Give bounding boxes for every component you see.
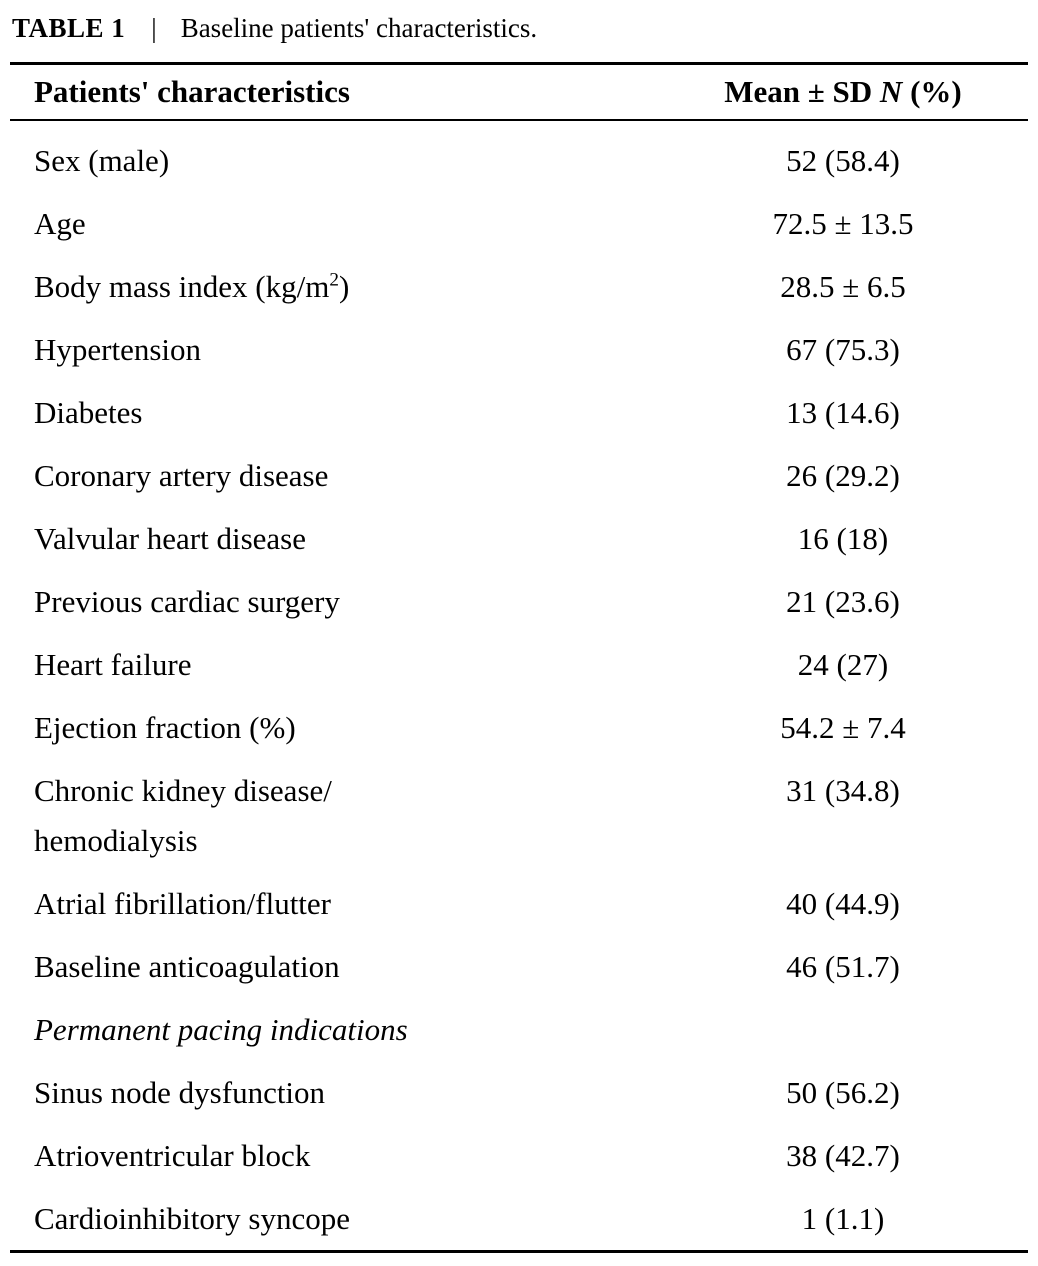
row-value: 40 (44.9) [786, 885, 900, 921]
row-value: 50 (56.2) [786, 1074, 900, 1110]
row-value: 26 (29.2) [786, 457, 900, 493]
row-value: 16 (18) [797, 520, 889, 556]
row-value: 72.5 ± 13.5 [772, 205, 914, 241]
row-label: Baseline anticoagulation [34, 948, 340, 984]
table-top-rule [10, 62, 1028, 65]
row-label: Chronic kidney disease/ hemodialysis [0, 766, 648, 866]
table-bottom-rule [10, 1250, 1028, 1253]
row-label: Sex (male) [34, 142, 170, 178]
section-label: Permanent pacing indications [34, 1011, 408, 1047]
row-label: Atrial fibrillation/flutter [34, 885, 331, 921]
table-row: Heart failure 24 (27) [0, 633, 1038, 696]
table-body: Sex (male) 52 (58.4) Age 72.5 ± 13.5 Bod… [0, 121, 1038, 1250]
table-section-row: Permanent pacing indications [0, 998, 1038, 1061]
row-label: Diabetes [34, 394, 143, 430]
superscript-2: 2 [329, 269, 339, 291]
table-row: Valvular heart disease 16 (18) [0, 507, 1038, 570]
column-header-characteristics: Patients' characteristics [34, 74, 350, 109]
row-label: Valvular heart disease [34, 520, 306, 556]
row-value: 46 (51.7) [786, 948, 900, 984]
table-caption: TABLE 1 | Baseline patients' characteristi… [12, 8, 1026, 48]
table-row: Diabetes 13 (14.6) [0, 381, 1038, 444]
row-label: Ejection fraction (%) [34, 709, 296, 745]
row-value: 31 (34.8) [786, 773, 900, 808]
row-value: 13 (14.6) [786, 394, 900, 430]
table-row: Hypertension 67 (75.3) [0, 318, 1038, 381]
header-mean-sd-text: Mean ± SD [724, 74, 880, 109]
table-row: Previous cardiac surgery 21 (23.6) [0, 570, 1038, 633]
table-header-row: Patients' characteristics Mean ± SD N (%… [0, 65, 1038, 119]
table-caption-text: Baseline patients' characteristics. [180, 13, 538, 43]
row-label-line1: Chronic kidney disease/ [34, 773, 332, 808]
row-label: Previous cardiac surgery [34, 583, 340, 619]
table-row: Age 72.5 ± 13.5 [0, 192, 1038, 255]
row-value: 38 (42.7) [786, 1137, 900, 1173]
row-value: 67 (75.3) [786, 331, 900, 367]
table-row: Ejection fraction (%) 54.2 ± 7.4 [0, 696, 1038, 759]
row-label: Coronary artery disease [34, 457, 329, 493]
row-label: Sinus node dysfunction [34, 1074, 326, 1110]
table-row: Atrioventricular block 38 (42.7) [0, 1124, 1038, 1187]
table-row: Atrial fibrillation/flutter 40 (44.9) [0, 872, 1038, 935]
row-label: Age [34, 205, 86, 241]
caption-separator: | [151, 13, 157, 43]
row-value: 1 (1.1) [801, 1200, 885, 1236]
row-label: Hypertension [34, 331, 202, 367]
column-header-mean-sd: Mean ± SD N (%) [648, 74, 1038, 110]
table-row: Sex (male) 52 (58.4) [0, 129, 1038, 192]
table-row: Baseline anticoagulation 46 (51.7) [0, 935, 1038, 998]
row-label: Cardioinhibitory syncope [34, 1200, 350, 1236]
table-row: Coronary artery disease 26 (29.2) [0, 444, 1038, 507]
header-n-italic: N [879, 74, 903, 109]
table-row: Sinus node dysfunction 50 (56.2) [0, 1061, 1038, 1124]
row-label-text: Body mass index (kg/m [34, 268, 330, 304]
table-row: Chronic kidney disease/ hemodialysis 31 … [0, 759, 1038, 872]
row-value: 21 (23.6) [786, 583, 900, 619]
row-label-text: ) [338, 268, 350, 304]
row-value: 28.5 ± 6.5 [780, 268, 906, 304]
table-row: Body mass index (kg/m2) 28.5 ± 6.5 [0, 255, 1038, 318]
row-label-line2: hemodialysis [34, 823, 198, 858]
table-row: Cardioinhibitory syncope 1 (1.1) [0, 1187, 1038, 1250]
table-header-rule [10, 119, 1028, 121]
row-value: 54.2 ± 7.4 [780, 709, 906, 745]
row-value: 52 (58.4) [786, 142, 900, 178]
row-label: Atrioventricular block [34, 1137, 311, 1173]
row-label: Body mass index (kg/m2) [0, 269, 648, 305]
header-percent-text: (%) [902, 74, 962, 109]
row-value: 24 (27) [797, 646, 889, 682]
row-label: Heart failure [34, 646, 192, 682]
table-caption-number: TABLE 1 [12, 13, 126, 43]
